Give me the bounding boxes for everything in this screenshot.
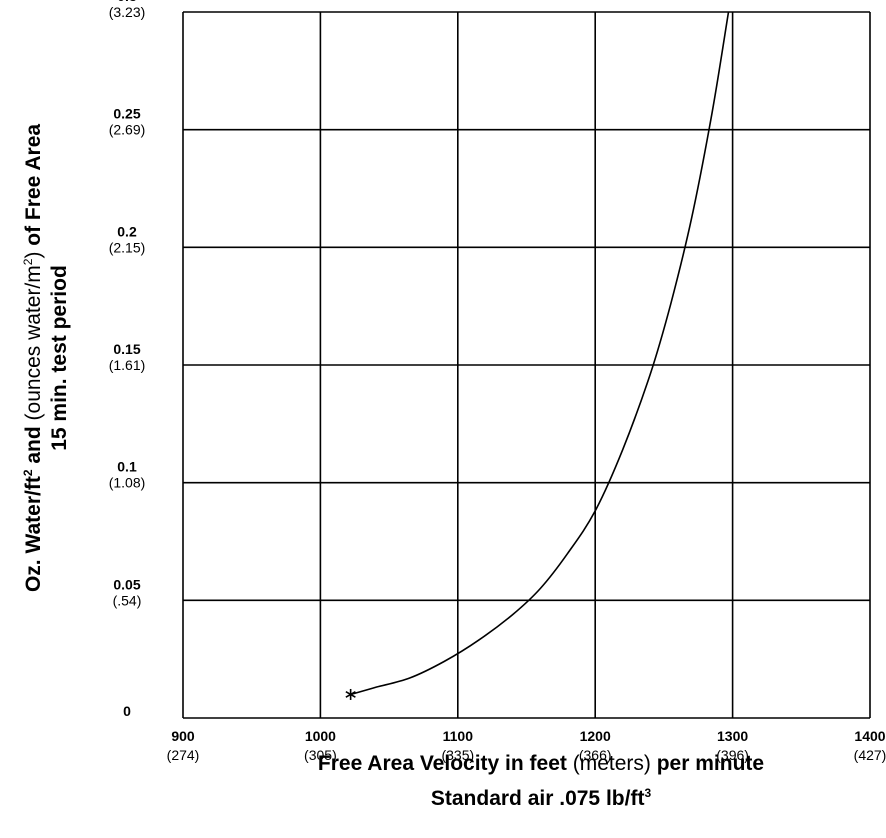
y-tick-sublabel: (2.15)	[109, 239, 146, 255]
x-tick-sublabel: (366)	[579, 747, 612, 763]
series-layer	[345, 11, 730, 700]
x-tick-label: 900	[171, 728, 195, 744]
x-tick-sublabel: (396)	[716, 747, 749, 763]
x-tick-sublabel: (335)	[441, 747, 474, 763]
y-tick-sublabel: (1.61)	[109, 357, 146, 373]
y-tick-label: 0.25	[113, 106, 140, 122]
y-tick-sublabel: (3.23)	[109, 4, 146, 20]
y-tick-sublabel: (2.69)	[109, 122, 146, 138]
y-tick-label: 0.1	[117, 459, 137, 475]
y-tick-sublabel: (1.08)	[109, 475, 146, 491]
chart-grid	[182, 11, 871, 719]
y-axis-ticks: 0 0.05(.54) 0.1(1.08) 0.15(1.61) 0.2(2.15) 0.…	[109, 0, 146, 719]
y-axis-title-line2: 15 min. test period	[48, 265, 71, 451]
y-tick-label: 0.2	[117, 223, 137, 239]
x-tick-label: 1100	[443, 728, 474, 744]
y-tick-label: 0	[123, 703, 131, 719]
y-tick-label: 0.15	[113, 341, 140, 357]
asterisk-stroke	[345, 691, 356, 698]
x-tick-label: 1200	[580, 728, 611, 744]
y-tick-label: 0.3	[117, 0, 137, 4]
y-tick-label: 0.05	[113, 576, 140, 592]
x-axis-title-line2: Standard air .075 lb/ft3	[431, 786, 652, 810]
series-line	[350, 11, 730, 696]
x-tick-sublabel: (305)	[304, 747, 337, 763]
y-tick-sublabel: (.54)	[113, 592, 142, 608]
x-tick-label: 1400	[854, 728, 885, 744]
x-tick-sublabel: (274)	[167, 747, 200, 763]
x-axis-title-line1: Free Area Velocity in feet (meters) per …	[318, 752, 764, 775]
x-tick-label: 1000	[305, 728, 336, 744]
x-tick-sublabel: (427)	[854, 747, 886, 763]
start-marker-asterisk	[345, 688, 356, 700]
y-axis-title-line1: Oz. Water/ft2 and (ounces water/m2) of F…	[21, 124, 45, 592]
x-tick-label: 1300	[717, 728, 748, 744]
x-axis-ticks: 900 (274) 1000 (305) 1100 (335) 1200 (366) 1300 (…	[167, 728, 886, 763]
